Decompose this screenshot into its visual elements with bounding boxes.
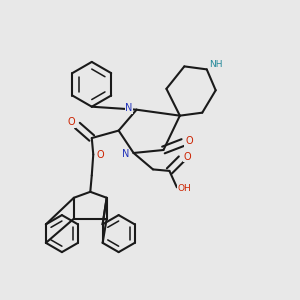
Text: O: O bbox=[185, 136, 193, 146]
Text: N: N bbox=[122, 149, 130, 160]
Text: O: O bbox=[96, 150, 103, 160]
Text: O: O bbox=[184, 152, 191, 162]
Text: OH: OH bbox=[178, 184, 191, 193]
Text: NH: NH bbox=[209, 60, 222, 69]
Text: O: O bbox=[68, 117, 75, 127]
Text: N: N bbox=[125, 103, 133, 113]
